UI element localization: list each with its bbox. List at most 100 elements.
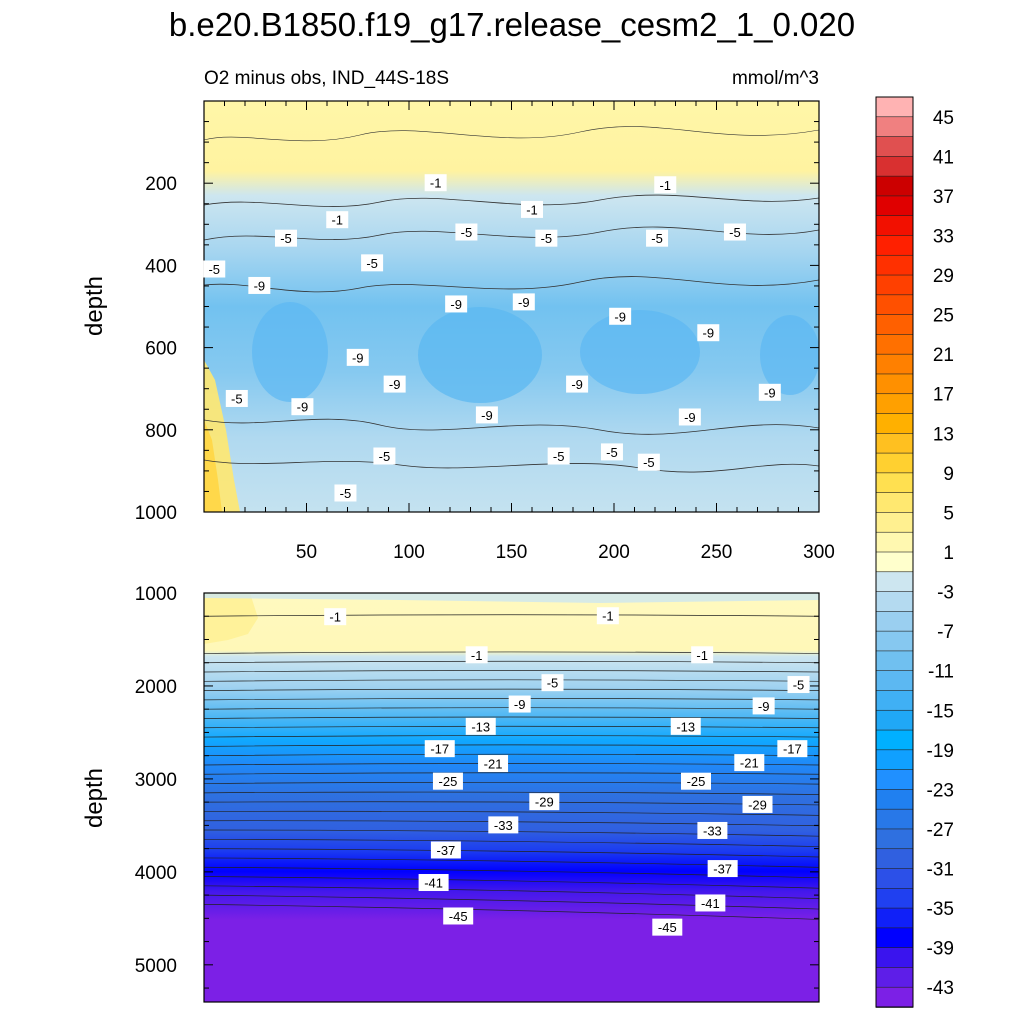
contour-label: -1 — [430, 176, 442, 191]
colorbar-label: -35 — [927, 899, 954, 920]
colorbar-label: -43 — [927, 978, 954, 999]
contour-label-box — [652, 918, 683, 936]
contour-label-box — [521, 200, 543, 218]
upper-contour-line — [204, 126, 819, 142]
contour-label-box — [742, 795, 773, 813]
contour-label: -17 — [783, 742, 802, 757]
upper-contour-line — [204, 194, 819, 207]
colorbar-swatch — [875, 907, 914, 929]
contour-label-box — [443, 907, 474, 925]
contour-label: -9 — [254, 278, 266, 293]
colorbar-swatch — [875, 650, 914, 672]
lower-contour-field — [204, 593, 819, 644]
colorbar-label: 41 — [933, 147, 954, 168]
lower-contour-line — [204, 885, 819, 899]
contour-label: -1 — [331, 213, 343, 228]
colorbar-swatch — [875, 254, 914, 276]
lower-contour-labels: -1 -1 -1 -1 -5 -5 -9 -9 -13 -13 -17 -17 -21 -21 -25 -25… — [324, 607, 810, 936]
contour-label: -9 — [514, 697, 526, 712]
colorbar-swatch — [875, 630, 914, 652]
contour-label-box — [455, 223, 478, 241]
lower-axis-ticks: 1000 2000 3000 4000 5000 — [135, 584, 819, 989]
contour-label-box — [445, 295, 468, 313]
colorbar-label: -39 — [927, 939, 954, 960]
colorbar-swatch — [875, 274, 914, 296]
colorbar-swatch — [875, 888, 914, 909]
colorbar-label: -19 — [927, 741, 954, 762]
contour-label: -9 — [703, 326, 715, 341]
colorbar-swatch — [875, 967, 914, 989]
contour-label-box — [248, 276, 271, 294]
colorbar-label: -31 — [927, 860, 954, 881]
upper-x-tick-label: 150 — [496, 542, 528, 563]
colorbar-swatch — [875, 670, 914, 692]
contour-label: -17 — [430, 742, 449, 757]
subtitle-right: mmol/m^3 — [732, 68, 819, 89]
contour-label: -37 — [713, 862, 732, 877]
contour-label: -5 — [606, 445, 618, 460]
contour-label: -9 — [614, 309, 626, 324]
lower-plot-frame — [203, 592, 820, 1003]
lower-contour-line — [204, 791, 819, 795]
lower-contour-line — [204, 716, 819, 719]
colorbar-swatch — [875, 571, 914, 593]
contour-label: -37 — [437, 843, 456, 858]
lower-contour-line — [204, 688, 819, 691]
contour-label-box — [777, 740, 808, 758]
upper-x-tick-label: 200 — [598, 542, 630, 563]
colorbar-label: -27 — [927, 820, 954, 841]
contour-label-box — [646, 229, 669, 247]
upper-contour-line — [204, 459, 819, 473]
colorbar-label: 37 — [933, 187, 954, 208]
contour-label: -5 — [280, 231, 292, 246]
lower-panel: 1000 2000 3000 4000 5000 -1 -1 -1 -1 -5 -5 -9 -9 -13… — [81, 584, 820, 1003]
colorbar-label: -7 — [937, 622, 954, 643]
contour-label: -5 — [379, 449, 391, 464]
upper-contour-labels: -1-1-1-1-5-5-5-5 -5 -5 -5-5-5 -5 -5-5-5-9-9 -9… — [203, 174, 781, 502]
colorbar-swatch — [875, 195, 914, 217]
colorbar-swatch — [875, 848, 914, 870]
contour-label-box — [488, 816, 519, 834]
contour-label: -33 — [703, 823, 722, 838]
contour-label: -5 — [651, 231, 663, 246]
colorbar-swatch — [875, 156, 914, 177]
colorbar-label: 13 — [933, 424, 954, 445]
contour-label: -1 — [659, 178, 671, 193]
colorbar-swatch — [875, 472, 914, 494]
lower-contour-line — [204, 876, 819, 889]
contour-label: -21 — [484, 757, 503, 772]
upper-y-tick-label: 800 — [145, 421, 177, 442]
upper-coastal-core — [204, 420, 222, 512]
contour-label-box — [508, 695, 531, 713]
upper-y-tick-label: 400 — [145, 256, 177, 277]
lower-y-tick-label: 5000 — [135, 956, 177, 977]
contour-label-box — [566, 375, 589, 393]
contour-label: -45 — [449, 909, 468, 924]
lower-y-tick-label: 4000 — [135, 863, 177, 884]
colorbar-swatch — [875, 393, 914, 415]
contour-label: -45 — [658, 920, 677, 935]
contour-label: -13 — [471, 719, 490, 734]
colorbar-swatch — [875, 294, 914, 316]
contour-label-box — [695, 894, 726, 912]
contour-label: -9 — [352, 350, 364, 365]
lower-contour-line — [204, 614, 819, 617]
contour-label-box — [547, 447, 570, 465]
contour-label-box — [654, 176, 677, 194]
colorbar-swatch — [875, 749, 914, 771]
lower-y-tick-label: 1000 — [135, 584, 177, 605]
colorbar-swatch — [875, 452, 914, 474]
contour-label-box — [203, 260, 226, 278]
colorbar-swatch — [875, 373, 914, 395]
colorbar-swatch — [875, 215, 914, 237]
contour-label-box — [430, 841, 461, 859]
colorbar-swatch — [875, 235, 914, 257]
colorbar-swatch — [875, 690, 914, 712]
upper-plot-area — [204, 101, 819, 512]
contour-label-box — [465, 646, 488, 664]
contour-label: -9 — [297, 400, 309, 415]
contour-label-box — [326, 211, 349, 229]
lower-contour-line — [204, 735, 819, 738]
colorbar-swatch — [875, 334, 914, 355]
